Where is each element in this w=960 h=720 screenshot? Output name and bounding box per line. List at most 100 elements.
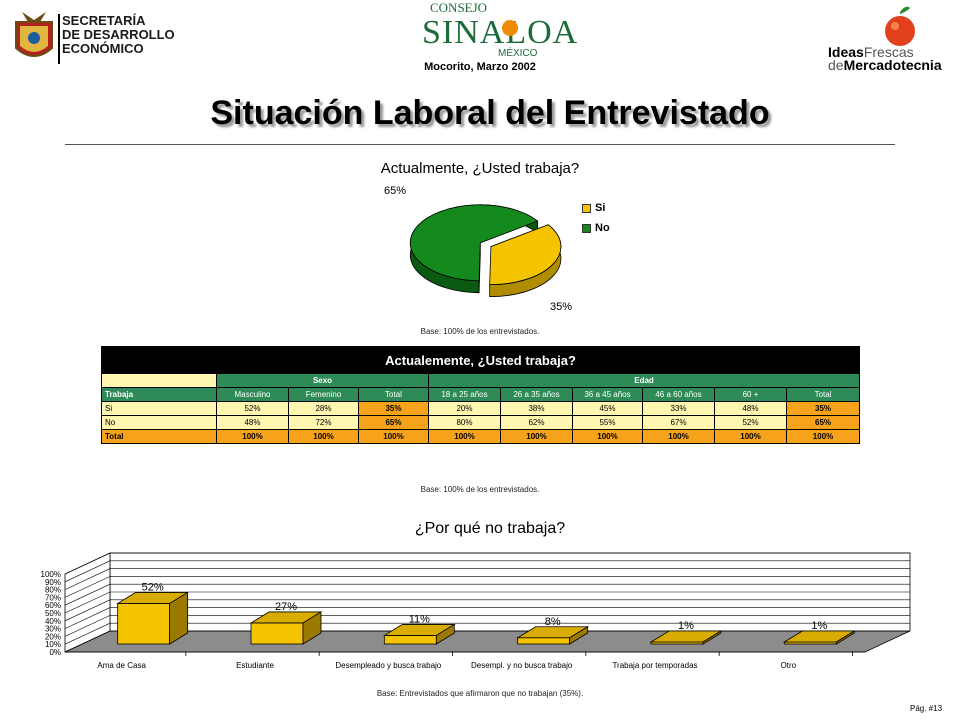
table-cell: 45% (572, 401, 643, 416)
divider-bar (58, 14, 60, 64)
grid-line (64, 583, 910, 606)
table-cell: 62% (500, 415, 573, 430)
grid-line (64, 568, 910, 590)
mexico-label: MÉXICO (498, 48, 538, 59)
grid-line (64, 591, 910, 614)
col-header: 60 + (714, 387, 787, 402)
table-group-sexo: Sexo (216, 373, 429, 388)
y-tick-label: 40% (45, 617, 61, 626)
table-cell: 20% (428, 401, 501, 416)
bar-value-label: 52% (142, 581, 164, 593)
grid-line (64, 552, 910, 575)
table-cell: 38% (500, 401, 573, 416)
col-header: 46 a 60 años (642, 387, 715, 402)
grid-line (64, 622, 910, 645)
bar-4 (649, 630, 723, 645)
legend-swatch-no (582, 223, 591, 233)
table-cell: 52% (714, 415, 787, 430)
pie-label-si: 35% (550, 301, 572, 313)
table-group-edad: Edad (427, 373, 861, 388)
bar-value-label: 1% (678, 620, 694, 632)
pie-slice-no (409, 204, 539, 294)
x-tick-label: Trabaja por temporadas (612, 661, 697, 670)
sun-icon (502, 20, 518, 36)
row-label: Total (101, 429, 217, 444)
pie-slice-si (489, 223, 562, 297)
grid-line (64, 630, 910, 653)
y-tick-label: 60% (45, 601, 61, 610)
legend-label-no: No (595, 222, 610, 234)
grid-line (64, 607, 910, 629)
table-cell: 67% (642, 415, 715, 430)
brand-de: de (828, 57, 844, 73)
x-tick-label: Ama de Casa (97, 661, 146, 670)
table-cell: 100% (358, 429, 429, 444)
state-seal-logo (15, 12, 53, 57)
table-cell: 100% (785, 429, 861, 444)
bar-value-label: 11% (409, 613, 430, 625)
bar-chart: 0% 20% 40% 60% 80% 100% 10% 30% 50% 70% 90% 52% Ama … (41, 552, 911, 670)
table-row-no: No 48% 72% 65% 80% 62% 55% 67% 52% 65% (101, 415, 861, 430)
grid-line (64, 615, 910, 637)
table-cell: 55% (572, 415, 643, 430)
y-tick-label: 80% (45, 586, 61, 595)
col-header: 18 a 25 años (428, 387, 501, 402)
sinaloa-logo-text: SINALOA (422, 14, 579, 51)
table-base-note: Base: 100% de los entrevistados. (420, 485, 540, 494)
col-header: Femenino (288, 387, 359, 402)
table-row-header: Trabaja (101, 387, 217, 402)
org-line-3: ECONÓMICO (62, 41, 144, 56)
title-divider (65, 144, 895, 145)
pie-legend: Si No (582, 198, 610, 238)
y-tick-label: 30% (45, 625, 61, 634)
chart-floor (64, 630, 911, 653)
bar-2 (382, 623, 456, 645)
table-cell: 100% (642, 429, 715, 444)
table-cell: 100% (714, 429, 787, 444)
table-corner (101, 373, 217, 388)
table-cell: 48% (714, 401, 787, 416)
bar-value-label: 1% (811, 620, 827, 632)
y-tick-label: 20% (45, 632, 61, 641)
col-header: 36 a 45 años (572, 387, 643, 402)
y-tick-label: 10% (45, 640, 61, 649)
grid-line (64, 599, 910, 622)
table-title: Actualemente, ¿Usted trabaja? (100, 346, 861, 374)
brand-frescas: Frescas (863, 44, 914, 60)
table-cell: 100% (572, 429, 643, 444)
grid-line (64, 560, 910, 583)
y-tick-label: 70% (45, 593, 61, 602)
table-cell: 100% (288, 429, 359, 444)
table-cell: 100% (500, 429, 573, 444)
table-row-total: Total 100% 100% 100% 100% 100% 100% 100%… (101, 429, 861, 444)
table-cell: 80% (428, 415, 501, 430)
brand-mercadotecnia: Mercadotecnia (843, 57, 942, 73)
table-cell: 72% (288, 415, 359, 430)
legend-item-si: Si (582, 198, 610, 218)
x-tick-label: Desempl. y no busca trabajo (471, 661, 573, 670)
bar-value-label: 27% (275, 601, 297, 613)
pie-base-note: Base: 100% de los entrevistados. (420, 327, 540, 336)
y-tick-label: 50% (45, 609, 61, 618)
row-label: Si (101, 401, 217, 416)
page-title: Situación Laboral del Entrevistado (210, 94, 770, 132)
col-header: Masculino (216, 387, 289, 402)
date-line: Mocorito, Marzo 2002 (424, 61, 536, 73)
pie-chart-title: Actualmente, ¿Usted trabaja? (380, 160, 580, 177)
col-header: 26 a 35 años (500, 387, 573, 402)
bar-0 (116, 591, 190, 645)
row-label: No (101, 415, 217, 430)
apple-logo-icon (885, 6, 915, 46)
brand-ideas: Ideas (828, 44, 864, 60)
y-tick-label: 90% (45, 578, 61, 587)
bar-3 (516, 626, 590, 645)
legend-swatch-si (582, 203, 591, 213)
y-tick-label: 100% (41, 570, 61, 579)
legend-label-si: Si (595, 202, 606, 214)
table-cell: 100% (216, 429, 289, 444)
table-cell: 33% (642, 401, 715, 416)
x-tick-label: Otro (781, 661, 797, 670)
y-tick-label: 0% (49, 648, 61, 657)
consejo-label: CONSEJO (430, 0, 488, 15)
table-row-si: Si 52% 28% 35% 20% 38% 45% 33% 48% 35% (101, 401, 861, 416)
